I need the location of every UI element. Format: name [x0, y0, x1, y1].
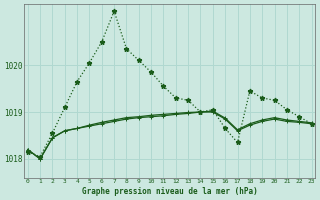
- X-axis label: Graphe pression niveau de la mer (hPa): Graphe pression niveau de la mer (hPa): [82, 187, 258, 196]
